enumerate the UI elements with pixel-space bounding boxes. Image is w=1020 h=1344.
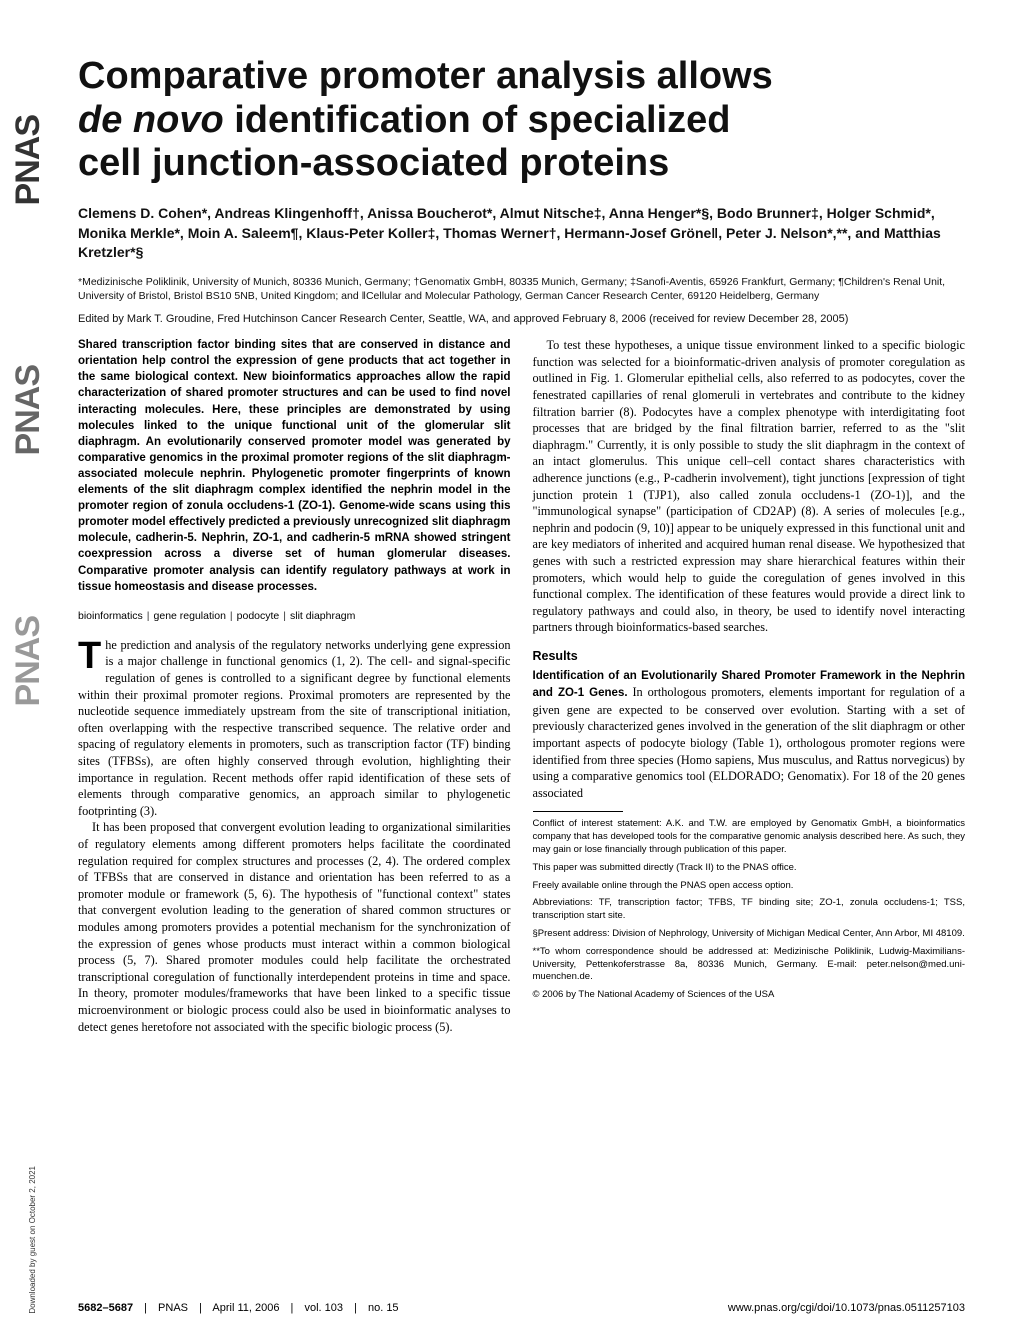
keywords-line: bioinformatics|gene regulation|podocyte|… xyxy=(78,609,511,623)
footer-issue: no. 15 xyxy=(368,1302,399,1314)
two-column-body: Shared transcription factor binding site… xyxy=(78,337,965,1035)
article-title: Comparative promoter analysis allows de … xyxy=(78,55,965,186)
page-footer: 5682–5687 | PNAS | April 11, 2006 | vol.… xyxy=(78,1302,965,1314)
footnote-abbrev: Abbreviations: TF, transcription factor;… xyxy=(533,897,966,923)
footnotes-block: Conflict of interest statement: A.K. and… xyxy=(533,811,966,1002)
pnas-sidebar-logo: PNAS PNAS PNAS xyxy=(8,55,48,1255)
footer-pages: 5682–5687 xyxy=(78,1302,133,1314)
intro-paragraph-2: It has been proposed that convergent evo… xyxy=(78,819,511,1035)
results-heading: Results xyxy=(533,648,966,665)
footnote-correspondence: **To whom correspondence should be addre… xyxy=(533,946,966,984)
title-line2-italic: de novo xyxy=(78,99,224,141)
affiliations: *Medizinische Poliklinik, University of … xyxy=(78,275,965,303)
results-sub1-text: In orthologous promoters, elements impor… xyxy=(533,685,966,799)
download-note: Downloaded by guest on October 2, 2021 xyxy=(28,1166,37,1314)
footnote-copyright: © 2006 by The National Academy of Scienc… xyxy=(533,989,966,1002)
title-line3: cell junction-associated proteins xyxy=(78,142,669,184)
keyword-3: podocyte xyxy=(237,610,280,622)
intro-paragraph-3: To test these hypotheses, a unique tissu… xyxy=(533,337,966,636)
keyword-1: bioinformatics xyxy=(78,610,143,622)
footer-date: April 11, 2006 xyxy=(212,1302,279,1314)
footnote-conflict: Conflict of interest statement: A.K. and… xyxy=(533,818,966,856)
pnas-logo-text-faded1: PNAS xyxy=(9,365,48,455)
footnotes-rule xyxy=(533,811,623,812)
footer-journal: PNAS xyxy=(158,1302,188,1314)
title-line1: Comparative promoter analysis allows xyxy=(78,55,773,97)
pnas-logo-text-faded2: PNAS xyxy=(9,616,48,706)
keyword-2: gene regulation xyxy=(154,610,226,622)
title-line2-rest: identification of specialized xyxy=(224,99,731,141)
dropcap: T xyxy=(78,637,105,672)
intro-paragraph-1: The prediction and analysis of the regul… xyxy=(78,637,511,820)
keyword-4: slit diaphragm xyxy=(290,610,355,622)
footer-left: 5682–5687 | PNAS | April 11, 2006 | vol.… xyxy=(78,1302,399,1314)
footnote-present-address: §Present address: Division of Nephrology… xyxy=(533,928,966,941)
abstract-text: Shared transcription factor binding site… xyxy=(78,337,511,595)
edited-by-line: Edited by Mark T. Groudine, Fred Hutchin… xyxy=(78,313,965,325)
author-list: Clemens D. Cohen*, Andreas Klingenhoff†,… xyxy=(78,204,965,263)
page-content: Comparative promoter analysis allows de … xyxy=(78,55,965,1314)
footnote-openaccess: Freely available online through the PNAS… xyxy=(533,880,966,893)
footer-url: www.pnas.org/cgi/doi/10.1073/pnas.051125… xyxy=(728,1302,965,1314)
pnas-logo-text: PNAS xyxy=(9,115,48,205)
footnote-track: This paper was submitted directly (Track… xyxy=(533,862,966,875)
p1-text: he prediction and analysis of the regula… xyxy=(78,638,511,818)
results-subsection-1: Identification of an Evolutionarily Shar… xyxy=(533,667,966,802)
footer-volume: vol. 103 xyxy=(304,1302,343,1314)
